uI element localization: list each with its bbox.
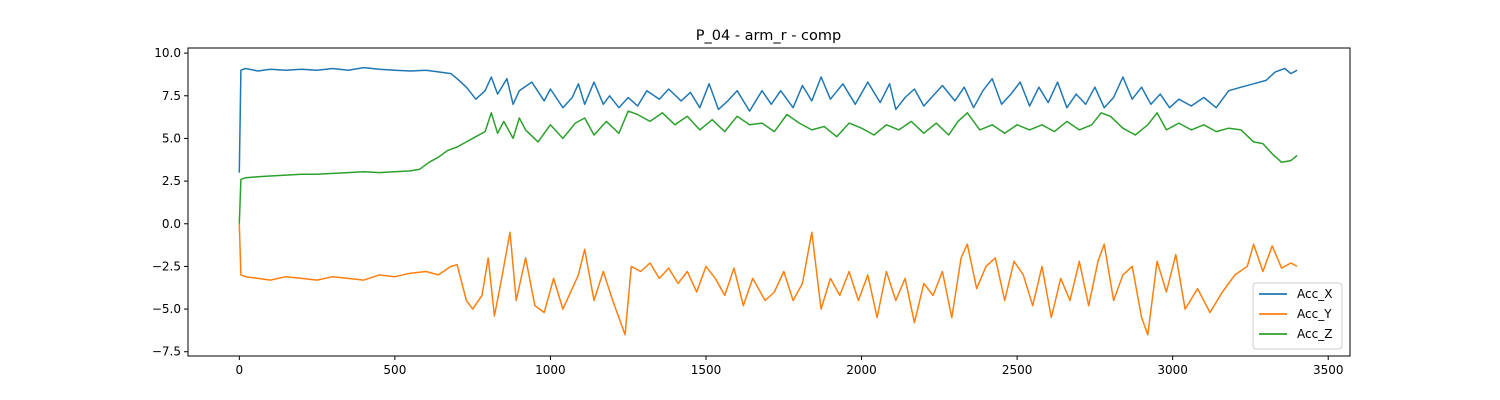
x-tick-label: 1500 [691,363,722,377]
y-tick-label: 0.0 [162,217,181,231]
y-tick-label: −5.0 [152,302,181,316]
y-tick-label: −7.5 [152,345,181,359]
legend-label: Acc_Y [1297,307,1332,321]
x-tick-label: 2500 [1002,363,1033,377]
legend: Acc_X Acc_Y Acc_Z [1252,282,1343,350]
y-tick-label: 10.0 [154,46,181,60]
legend-label: Acc_Z [1297,327,1332,341]
y-tick-label: 5.0 [162,131,181,145]
series-line-acc-z [238,110,1298,224]
x-tick-label: 3500 [1313,363,1344,377]
x-tick-label: 1000 [535,363,566,377]
x-tick-label: 0 [236,363,244,377]
x-tick-label: 500 [383,363,406,377]
plot-frame [187,47,1351,357]
x-axis: 0 500 1000 1500 2000 2500 3000 3500 [236,356,1344,377]
y-axis: −7.5 −5.0 −2.5 0.0 2.5 5.0 7.5 10.0 [152,46,188,359]
y-tick-label: −2.5 [152,259,181,273]
chart-title: P_04 - arm_r - comp [696,28,841,44]
legend-label: Acc_X [1297,287,1332,301]
y-tick-label: 7.5 [162,89,181,103]
series-line-acc-y [238,223,1298,336]
legend-box [1252,282,1343,350]
x-tick-label: 3000 [1157,363,1188,377]
y-tick-label: 2.5 [162,174,181,188]
series-line-acc-x [238,66,1298,173]
x-tick-label: 2000 [846,363,877,377]
series-layer [238,66,1298,336]
